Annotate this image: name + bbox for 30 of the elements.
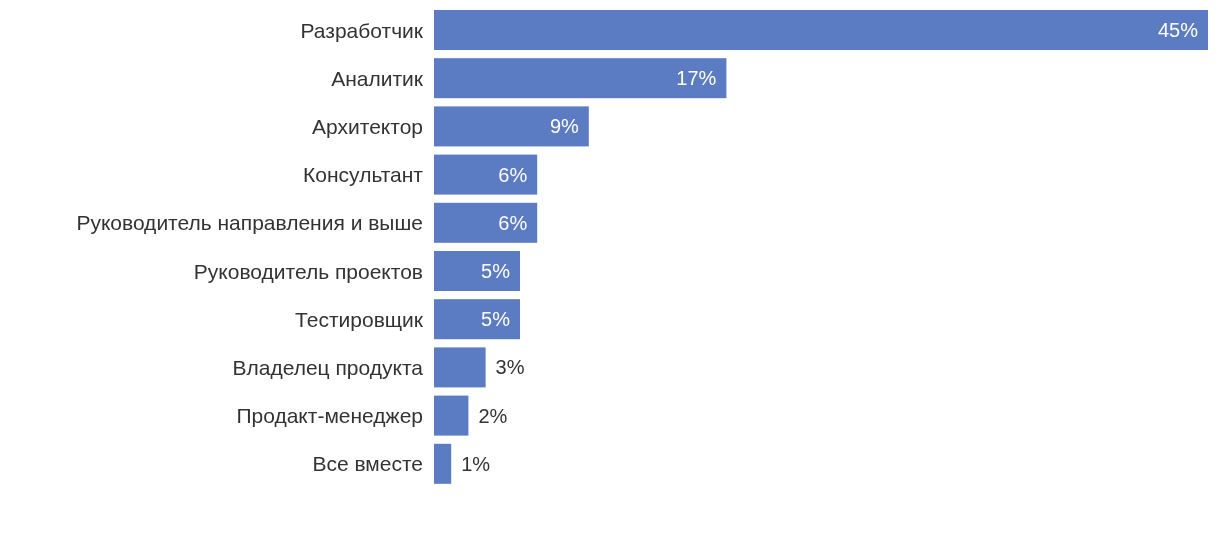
data-label: 45% xyxy=(1157,19,1199,41)
bar xyxy=(434,58,727,99)
data-label: 3% xyxy=(495,356,525,379)
data-label: 17% xyxy=(676,67,717,90)
y-tick-label: Продакт-менеджер xyxy=(236,404,423,428)
bar xyxy=(434,299,520,340)
data-label: 9% xyxy=(549,115,580,138)
y-tick-label: Руководитель проектов xyxy=(193,259,423,283)
data-label: 2% xyxy=(478,404,508,427)
bar xyxy=(434,395,469,436)
bar xyxy=(434,154,538,195)
bar xyxy=(434,251,520,291)
bar xyxy=(434,347,486,388)
y-tick-label: Архитектор xyxy=(312,114,423,138)
y-tick-label: Владелец продукта xyxy=(232,355,424,379)
bar xyxy=(434,106,589,147)
y-tick-label: Консультант xyxy=(303,163,424,187)
y-tick-label: Разработчик xyxy=(300,18,424,42)
bar xyxy=(434,10,1208,50)
data-label: 5% xyxy=(481,260,511,282)
data-label: 1% xyxy=(461,452,491,475)
data-label: 5% xyxy=(481,308,511,331)
y-tick-label: Аналитик xyxy=(331,66,424,90)
y-tick-label: Тестировщик xyxy=(295,307,424,331)
y-tick-label: Руководитель направления и выше xyxy=(76,211,423,235)
data-label: 6% xyxy=(498,163,528,186)
data-label: 6% xyxy=(498,211,528,234)
bar xyxy=(434,202,538,243)
bar xyxy=(434,443,452,484)
y-tick-label: Все вместе xyxy=(312,452,423,476)
